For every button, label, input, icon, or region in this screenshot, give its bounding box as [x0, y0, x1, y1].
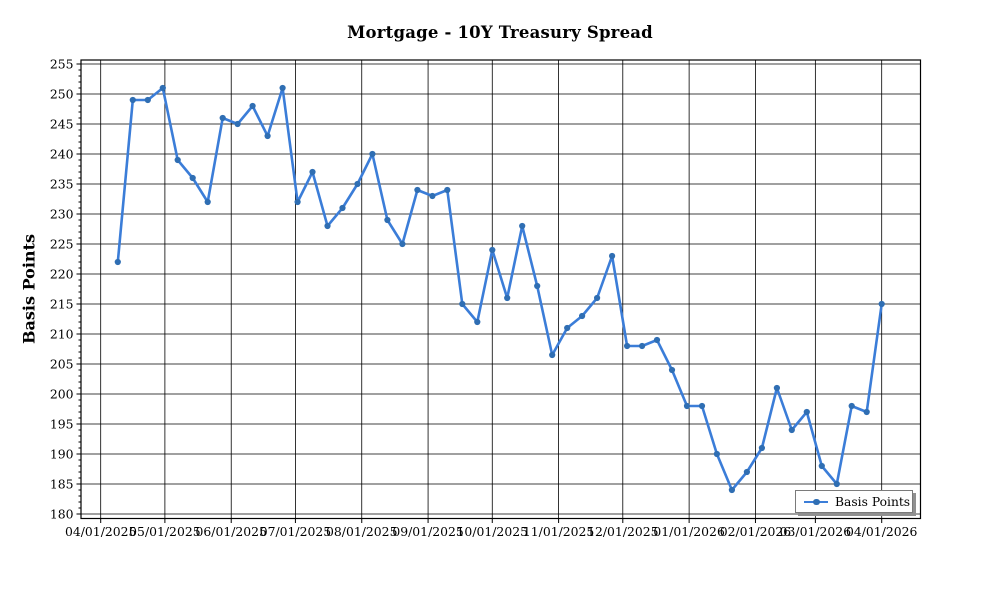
data-point-marker	[429, 192, 436, 200]
data-point-markers	[114, 84, 885, 494]
data-point-marker	[174, 156, 181, 164]
data-point-marker	[354, 180, 361, 188]
data-point-marker	[369, 150, 376, 158]
legend: Basis Points	[795, 490, 913, 513]
x-tick-label: 03/01/2026	[780, 524, 852, 539]
x-tick-label: 10/01/2025	[457, 524, 528, 539]
y-tick-label: 245	[50, 116, 74, 131]
data-point-marker	[444, 186, 451, 194]
data-point-marker	[399, 240, 406, 248]
data-point-marker	[833, 480, 840, 488]
y-tick-label: 255	[50, 56, 74, 71]
data-point-marker	[878, 300, 885, 308]
data-point-marker	[564, 324, 571, 332]
x-tick-label: 01/01/2026	[653, 524, 725, 539]
data-point-marker	[639, 342, 646, 350]
data-point-marker	[504, 294, 511, 302]
data-point-marker	[519, 222, 526, 230]
y-tick-label: 205	[50, 356, 74, 371]
y-tick-label: 215	[50, 296, 74, 311]
data-point-marker	[609, 252, 616, 260]
y-tick-label: 225	[50, 236, 74, 251]
data-point-marker	[339, 204, 346, 212]
data-point-marker	[189, 174, 196, 182]
data-point-marker	[803, 408, 810, 416]
data-point-marker	[489, 246, 496, 254]
x-tick-label: 11/01/2025	[523, 524, 594, 539]
data-point-marker	[668, 366, 676, 374]
y-tick-label: 240	[50, 146, 74, 161]
data-point-marker	[234, 120, 241, 128]
data-point-marker	[698, 402, 706, 410]
x-tick-label: 12/01/2025	[587, 524, 658, 539]
y-tick-label: 195	[50, 416, 74, 431]
plot-border	[80, 59, 922, 520]
chart-title: Mortgage - 10Y Treasury Spread	[347, 23, 653, 42]
data-point-marker	[159, 84, 166, 92]
y-tick-label: 230	[50, 206, 74, 221]
data-point-marker	[414, 186, 421, 194]
x-tick-labels: 04/01/202505/01/202506/01/202507/01/2025…	[65, 524, 918, 539]
data-point-marker	[728, 486, 736, 494]
x-tick-label: 04/01/2025	[65, 524, 136, 539]
data-point-marker	[683, 402, 691, 410]
gridlines	[81, 60, 921, 519]
data-point-marker	[324, 222, 331, 230]
data-point-marker	[549, 351, 556, 359]
data-point-marker	[384, 216, 391, 224]
data-point-marker	[624, 342, 631, 350]
data-point-marker	[818, 462, 825, 470]
y-tick-label: 220	[50, 266, 74, 281]
x-tick-label: 08/01/2025	[326, 524, 397, 539]
data-point-marker	[863, 408, 870, 416]
y-tick-label: 190	[50, 446, 74, 461]
y-tick-label: 180	[50, 506, 74, 521]
data-point-marker	[294, 198, 301, 206]
data-point-marker	[129, 96, 136, 104]
data-point-marker	[249, 102, 256, 110]
data-point-marker	[114, 258, 121, 266]
y-tick-labels: 180 185 190 195 200 205 210 215 220 225 230 235 240 2…	[50, 56, 74, 521]
data-point-marker	[788, 426, 795, 434]
data-point-marker	[264, 132, 271, 140]
x-tick-label: 04/01/2026	[846, 524, 918, 539]
data-point-marker	[204, 198, 211, 206]
data-point-marker	[848, 402, 855, 410]
x-tick-label: 09/01/2025	[392, 524, 463, 539]
x-tick-label: 06/01/2025	[196, 524, 267, 539]
data-point-marker	[653, 336, 661, 344]
data-point-marker	[534, 282, 541, 290]
data-point-marker	[474, 318, 481, 326]
data-point-marker	[279, 84, 286, 92]
y-tick-label: 210	[50, 326, 74, 341]
data-point-marker	[309, 168, 316, 176]
data-point-marker	[579, 312, 586, 320]
y-tick-label: 250	[50, 86, 74, 101]
data-point-marker	[219, 114, 226, 122]
legend-line-sample	[804, 498, 828, 506]
data-point-marker	[713, 450, 721, 458]
data-point-marker	[743, 468, 751, 476]
data-point-marker	[758, 444, 766, 452]
data-point-marker	[144, 96, 151, 104]
data-point-marker	[594, 294, 601, 302]
data-point-marker	[773, 384, 781, 392]
x-tick-label: 07/01/2025	[260, 524, 331, 539]
legend-label: Basis Points	[835, 494, 911, 509]
y-tick-label: 185	[50, 476, 74, 491]
data-point-marker	[459, 300, 466, 308]
y-tick-label: 235	[50, 176, 74, 191]
legend-marker-icon	[813, 498, 820, 505]
x-tick-label: 02/01/2026	[720, 524, 792, 539]
x-tick-label: 05/01/2025	[129, 524, 200, 539]
y-tick-label: 200	[50, 386, 74, 401]
series-line	[116, 86, 883, 492]
